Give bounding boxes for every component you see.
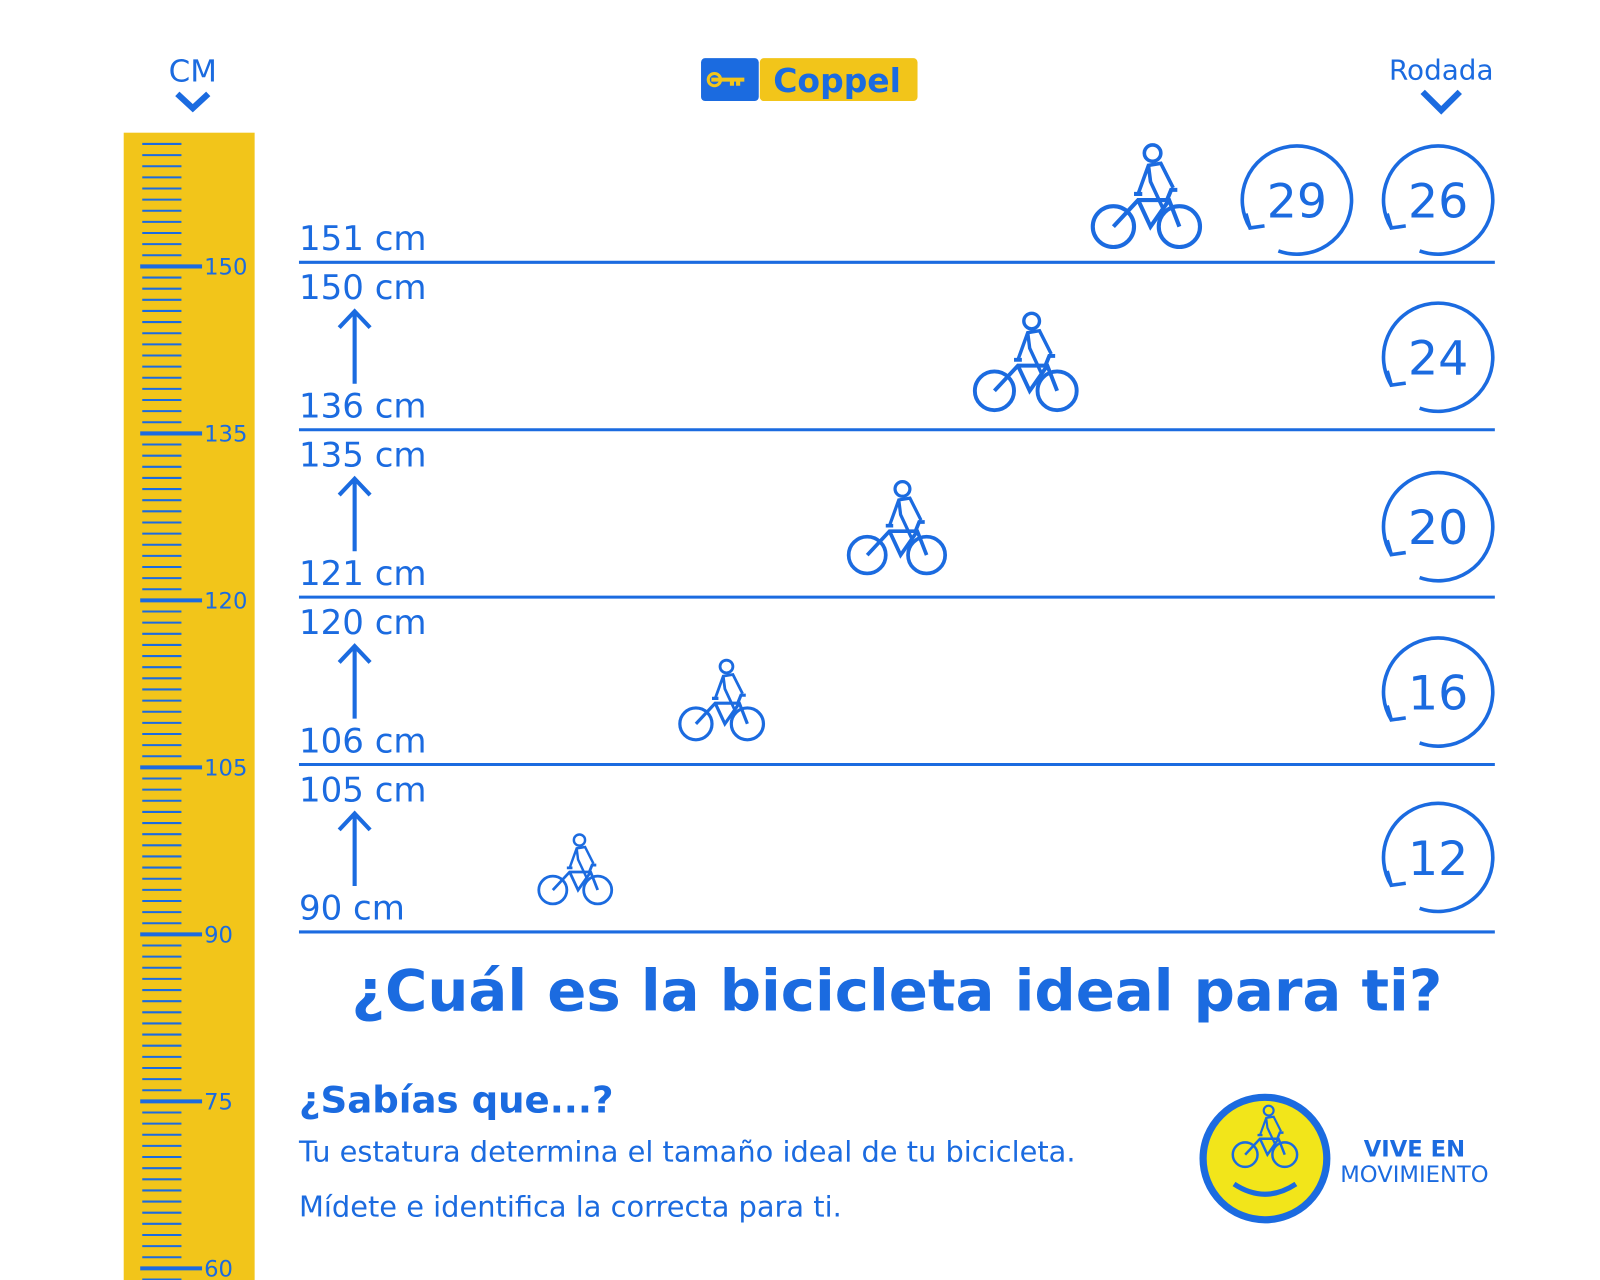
- logo-key: [706, 71, 723, 88]
- ruler-label: 90: [204, 923, 233, 949]
- size-arrowhead: [1244, 213, 1265, 230]
- range-arrow: [337, 810, 372, 886]
- size-circle: [1381, 301, 1495, 414]
- size-circle: [1381, 470, 1495, 583]
- height-label: 120 cm: [299, 603, 427, 642]
- wheel-size: 29: [1267, 175, 1327, 230]
- logo-key: [711, 77, 745, 86]
- height-label: 106 cm: [299, 721, 427, 760]
- wheel-size: 12: [1408, 832, 1468, 887]
- badge-smile: [1232, 1181, 1298, 1197]
- range-arrow: [337, 643, 372, 719]
- size-arrowhead: [1385, 370, 1407, 388]
- ruler: [123, 132, 255, 1280]
- wheel-size: 16: [1408, 667, 1468, 722]
- note-line: Tu estatura determina el tamaño ideal de…: [298, 1135, 1076, 1169]
- ruler-label: 120: [204, 589, 247, 615]
- size-circle: [1381, 801, 1495, 914]
- cyclist: [678, 658, 766, 742]
- ruler-label: 150: [204, 255, 247, 281]
- height-label: 150 cm: [299, 268, 427, 307]
- badge: [1199, 1093, 1331, 1224]
- size-circle: [1240, 144, 1354, 256]
- size-arrowhead: [1385, 539, 1407, 557]
- cyclist: [537, 833, 614, 906]
- cyclist: [1093, 145, 1200, 247]
- note-heading: ¿Sabías que...?: [299, 1079, 614, 1122]
- height-label: 135 cm: [299, 436, 427, 475]
- chevron: [175, 91, 211, 113]
- height-label: 105 cm: [299, 770, 427, 809]
- size-arrowhead: [1385, 870, 1407, 888]
- size-circle: [1381, 636, 1495, 748]
- size-arrowhead: [1385, 213, 1407, 230]
- ruler-label: 105: [204, 756, 247, 782]
- ruler-label: 60: [204, 1257, 233, 1280]
- wheel-size: 24: [1408, 332, 1468, 387]
- height-label: 121 cm: [299, 554, 427, 593]
- logo: Coppel: [773, 62, 901, 100]
- note-line: Mídete e identifica la correcta para ti.: [299, 1190, 842, 1224]
- wheel-size: 26: [1408, 175, 1468, 230]
- height-label: 151 cm: [299, 219, 427, 258]
- chevron: [1420, 89, 1462, 115]
- title: ¿Cuál es la bicicleta ideal para ti?: [351, 958, 1442, 1025]
- logo-box: [759, 58, 918, 102]
- cyclist: [846, 479, 948, 576]
- size-label: Rodada: [1389, 54, 1494, 87]
- range-arrow: [337, 475, 372, 552]
- height-label: 90 cm: [299, 889, 405, 928]
- height-label: 136 cm: [299, 387, 427, 426]
- badge-text: VIVE EN: [1364, 1137, 1465, 1163]
- ruler-label: 135: [204, 422, 247, 448]
- ruler-label: CM: [169, 54, 217, 90]
- wheel-size: 20: [1408, 501, 1468, 556]
- size-arrowhead: [1385, 705, 1407, 722]
- ruler-label: 75: [204, 1090, 233, 1116]
- cyclist: [972, 311, 1079, 413]
- range-arrow: [337, 308, 372, 384]
- badge-text: MOVIMIENTO: [1340, 1162, 1488, 1188]
- size-circle: [1381, 144, 1495, 256]
